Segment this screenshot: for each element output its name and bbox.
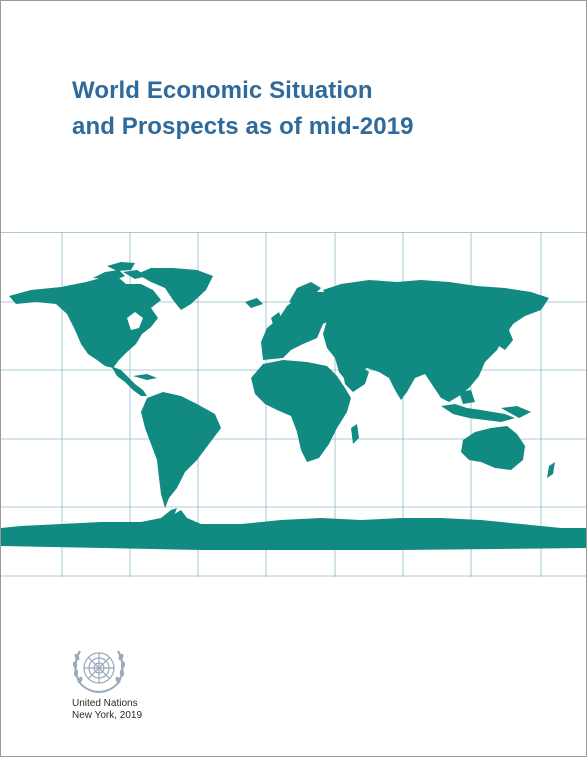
africa-shape xyxy=(251,360,351,462)
north-america-shape xyxy=(9,278,161,368)
borneo-shape xyxy=(459,390,475,404)
europe-shape xyxy=(261,292,337,360)
australia-shape xyxy=(461,426,525,470)
indonesia-shape xyxy=(441,404,515,422)
new-guinea-shape xyxy=(501,406,531,418)
antarctic-peninsula-shape xyxy=(161,508,177,518)
report-title: World Economic Situation and Prospects a… xyxy=(72,73,414,145)
arctic-islands-shape xyxy=(93,270,125,280)
un-emblem-icon xyxy=(68,643,130,698)
publisher-block: United Nations New York, 2019 xyxy=(72,698,142,722)
scandinavia-shape xyxy=(289,282,321,306)
hudson-bay-shape xyxy=(127,312,143,330)
publisher-name: United Nations xyxy=(72,698,138,709)
greenland-shape xyxy=(137,268,213,310)
arctic-islands-shape-2 xyxy=(107,262,135,271)
iceland-shape xyxy=(245,298,263,308)
title-line-2: and Prospects as of mid-2019 xyxy=(72,113,414,140)
madagascar-shape xyxy=(351,424,359,444)
title-line-1: World Economic Situation xyxy=(72,77,373,104)
cuba-shape xyxy=(133,374,157,380)
central-america-shape xyxy=(111,366,147,396)
arctic-islands-shape-3 xyxy=(123,270,147,279)
world-map-graphic xyxy=(1,232,586,577)
new-zealand-shape xyxy=(547,462,555,478)
japan-shape xyxy=(499,330,513,350)
publisher-place-year: New York, 2019 xyxy=(72,710,143,721)
world-map xyxy=(1,232,586,577)
arabian-peninsula-shape xyxy=(341,364,369,392)
south-america-shape xyxy=(141,392,221,508)
antarctica-shape xyxy=(1,510,586,550)
asia-shape xyxy=(323,280,549,402)
british-isles-shape xyxy=(271,312,283,330)
